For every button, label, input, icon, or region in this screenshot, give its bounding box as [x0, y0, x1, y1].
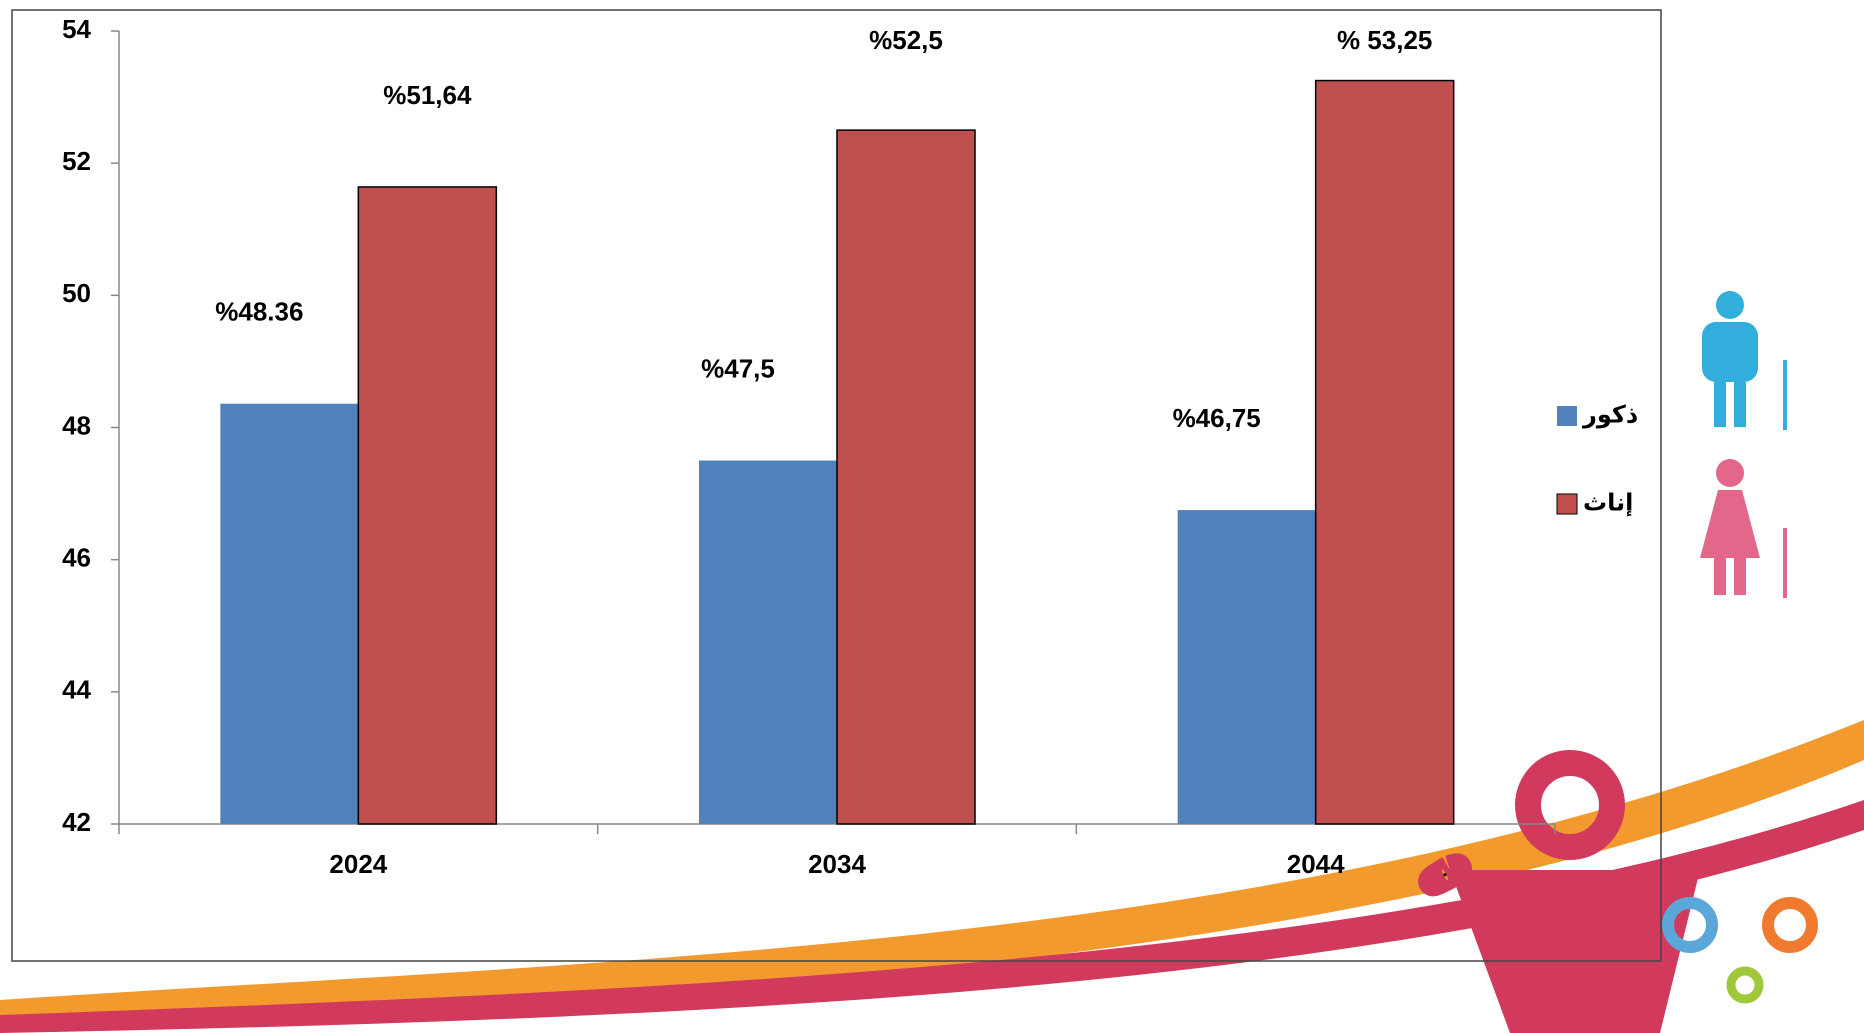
bar	[699, 461, 837, 824]
value-label: %47,5	[701, 353, 775, 383]
person-leg	[1714, 550, 1726, 595]
person-head	[1716, 459, 1744, 487]
y-tick-label: 46	[62, 543, 91, 573]
value-label: %52,5	[869, 25, 943, 55]
x-tick-label: 2034	[808, 849, 866, 879]
y-tick-label: 44	[62, 675, 91, 705]
bar	[1178, 510, 1316, 824]
y-tick-label: 52	[62, 146, 91, 176]
value-label: %48.36	[215, 297, 303, 327]
legend-label: إناث	[1583, 489, 1633, 516]
person-head	[1716, 291, 1744, 319]
person-leg	[1714, 382, 1726, 427]
x-tick-label: 2024	[329, 849, 387, 879]
page: {"chart_data": {"type": "bar", "categori…	[0, 0, 1864, 1033]
decor-logo	[1433, 763, 1812, 1033]
legend-label: ذكور	[1582, 401, 1638, 428]
y-tick-label: 42	[62, 807, 91, 837]
value-label: % 53,25	[1337, 25, 1432, 55]
x-tick-label: 2044	[1287, 849, 1345, 879]
legend-swatch	[1557, 406, 1577, 426]
legend-swatch	[1557, 494, 1577, 514]
person-body	[1702, 322, 1758, 382]
value-label: %51,64	[383, 80, 472, 110]
y-tick-label: 54	[62, 14, 91, 44]
bar	[358, 187, 496, 824]
person-icon	[1702, 291, 1785, 430]
y-tick-label: 50	[62, 278, 91, 308]
person-body	[1700, 490, 1760, 558]
person-icon	[1700, 459, 1785, 598]
y-tick-label: 48	[62, 410, 91, 440]
value-label: %46,75	[1173, 403, 1261, 433]
chart: 42 44 46 48 50 52 54 2024 %48.36 %51,64 2034 %47,5%…	[0, 0, 1864, 1033]
person-leg	[1734, 550, 1746, 595]
person-leg	[1734, 382, 1746, 427]
bar	[1316, 81, 1454, 824]
bar	[837, 130, 975, 824]
bar	[220, 404, 358, 824]
